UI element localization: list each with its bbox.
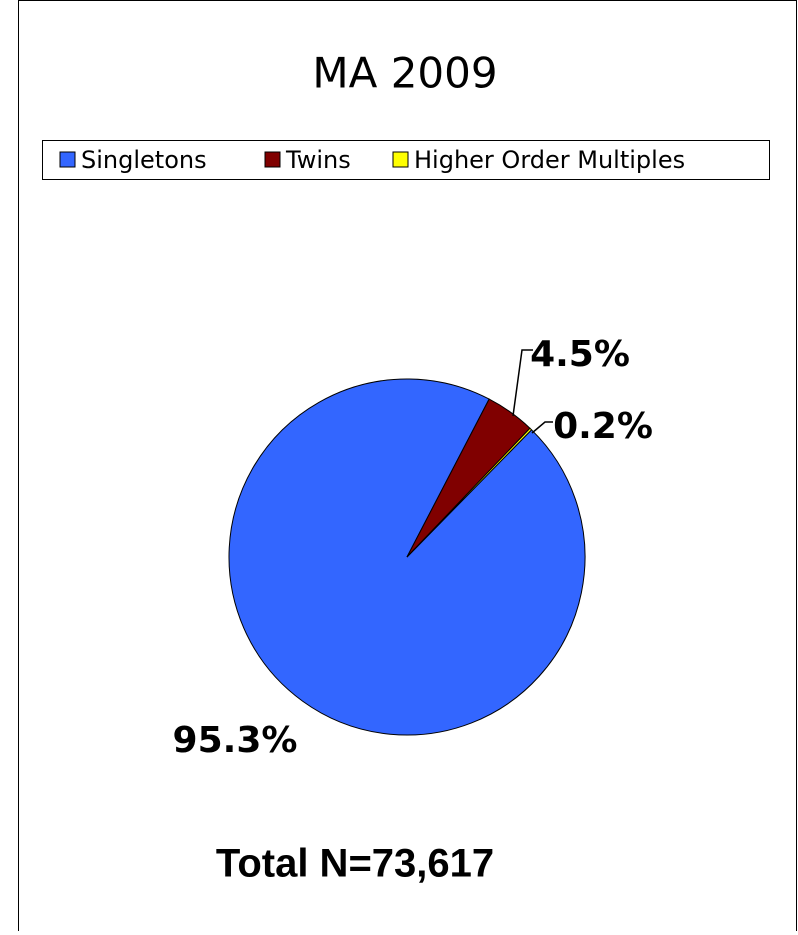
chart-title: MA 2009 <box>312 49 497 98</box>
legend-label: Twins <box>285 146 351 174</box>
legend-label: Higher Order Multiples <box>414 146 685 174</box>
leader-line <box>531 421 553 434</box>
legend-swatch <box>59 151 76 168</box>
data-label: 0.2% <box>553 406 653 447</box>
legend-swatch <box>264 151 281 168</box>
data-label: 4.5% <box>530 334 630 375</box>
data-label: 95.3% <box>173 720 298 761</box>
pie-slice <box>406 427 533 558</box>
leader-line <box>512 349 533 417</box>
annotation: Total N=73,617 <box>216 842 494 886</box>
legend-swatch <box>392 151 409 168</box>
legend-label: Singletons <box>81 146 207 174</box>
